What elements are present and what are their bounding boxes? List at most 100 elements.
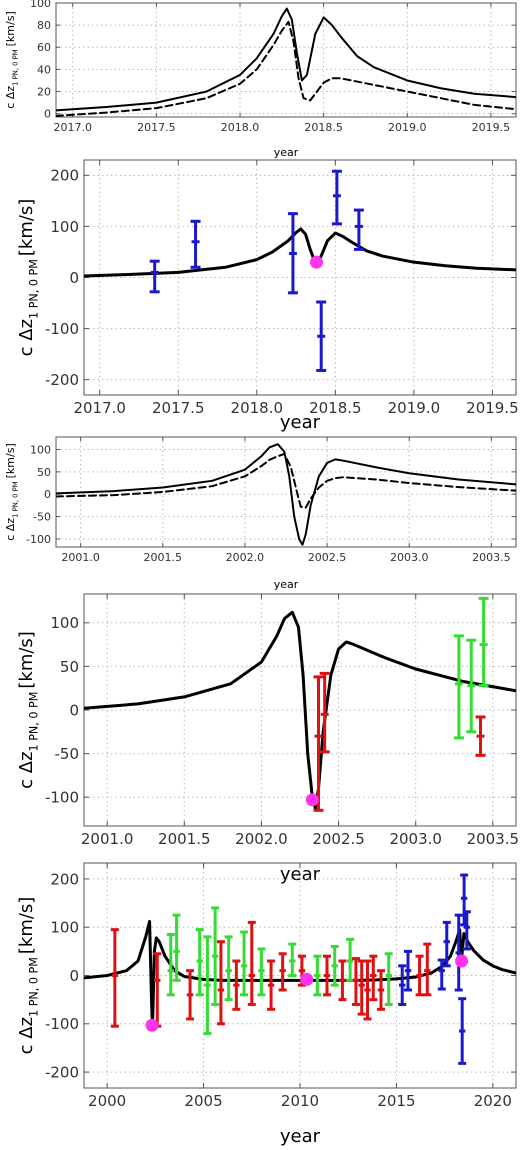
errorbar bbox=[211, 906, 220, 1006]
y-axis-label-unit: [km/s] bbox=[16, 199, 37, 256]
y-axis-label-unit: [km/s] bbox=[16, 897, 37, 954]
errorbar bbox=[475, 715, 486, 757]
y-tick-label: 20 bbox=[37, 86, 51, 99]
x-tick-label: 2010 bbox=[281, 1092, 319, 1110]
errorbar bbox=[442, 920, 451, 968]
y-tick-label: -100 bbox=[45, 789, 79, 807]
plot-area bbox=[84, 169, 516, 372]
x-tick-label: 2001.5 bbox=[144, 551, 183, 564]
y-tick-label: -100 bbox=[26, 533, 51, 546]
x-axis-label: year bbox=[280, 412, 321, 433]
x-axis-label: year bbox=[280, 864, 321, 885]
errorbar bbox=[216, 940, 225, 1026]
y-tick-label: 200 bbox=[50, 167, 79, 185]
data-point bbox=[305, 793, 319, 807]
y-axis-label-main: c Δz bbox=[16, 751, 37, 788]
x-tick-label: 2019.0 bbox=[388, 121, 427, 134]
errorbar bbox=[316, 300, 327, 372]
x-tick-label: 2018.0 bbox=[231, 399, 284, 417]
errorbar bbox=[415, 954, 424, 997]
y-axis-label-subscript: 1 PN, 0 PM bbox=[11, 49, 19, 86]
errorbar bbox=[110, 928, 119, 1028]
chart-panel-2: 2017.0 2017.5 2018.0 2018.5 2019.0 2019.5 -200… bbox=[16, 159, 519, 433]
errorbar bbox=[462, 910, 471, 951]
x-tick-label: 2017.5 bbox=[137, 121, 176, 134]
data-point bbox=[455, 954, 469, 968]
plot-frame bbox=[55, 2, 517, 118]
x-tick-label: 2019.0 bbox=[388, 399, 441, 417]
x-tick-label: 2018.5 bbox=[309, 399, 362, 417]
y-tick-label: 80 bbox=[37, 19, 51, 32]
y-tick-label: 0 bbox=[69, 967, 79, 985]
errorbar bbox=[224, 935, 233, 1002]
y-axis-label-main: c Δz bbox=[16, 1017, 37, 1054]
x-tick-label: 2000 bbox=[88, 1092, 126, 1110]
errorbar bbox=[423, 942, 432, 997]
x-tick-label: 2001.0 bbox=[61, 551, 100, 564]
y-axis-label-subscript: 1 PN, 0 PM bbox=[27, 957, 40, 1017]
errorbar bbox=[398, 964, 407, 1006]
errorbar bbox=[357, 959, 366, 1016]
y-tick-label: -200 bbox=[45, 1063, 79, 1081]
x-tick-label: 2003.0 bbox=[389, 830, 442, 848]
y-tick-label: 40 bbox=[37, 63, 51, 76]
y-tick-label: 100 bbox=[30, 0, 51, 10]
series-line-solid bbox=[56, 443, 516, 546]
y-tick-label: 100 bbox=[50, 614, 79, 632]
errorbar bbox=[330, 945, 339, 987]
x-tick-label: 2001.0 bbox=[81, 830, 134, 848]
data-point bbox=[309, 255, 323, 269]
x-tick-label: 2003.0 bbox=[390, 551, 429, 564]
x-tick-label: 2020 bbox=[474, 1092, 512, 1110]
x-tick-label: 2003.5 bbox=[472, 551, 511, 564]
errorbar bbox=[437, 958, 446, 991]
y-axis-label: c Δz1 PN, 0 PM [km/s] bbox=[16, 199, 40, 357]
x-tick-label: 2019.5 bbox=[466, 399, 519, 417]
errorbar bbox=[338, 959, 347, 1002]
y-tick-label: 0 bbox=[44, 108, 51, 121]
errorbar bbox=[186, 969, 195, 1021]
x-tick-label: 2017.0 bbox=[73, 399, 126, 417]
y-axis-label-subscript: 1 PN, 0 PM bbox=[27, 259, 40, 319]
errorbar bbox=[190, 219, 201, 269]
plot-area bbox=[84, 596, 516, 812]
plot-area bbox=[56, 7, 516, 117]
errorbar bbox=[166, 932, 175, 997]
series-line-dashed bbox=[56, 452, 516, 509]
y-tick-label: 50 bbox=[60, 658, 79, 676]
errorbar bbox=[172, 913, 181, 982]
x-tick-label: 2017.5 bbox=[152, 399, 205, 417]
errorbar bbox=[288, 942, 297, 977]
plot-area bbox=[56, 443, 516, 546]
x-tick-label: 2019.5 bbox=[472, 121, 511, 134]
x-axis-label: year bbox=[274, 578, 299, 591]
y-axis-label: c Δz1 PN, 0 PM [km/s] bbox=[16, 631, 40, 789]
series-line-dashed bbox=[56, 20, 516, 117]
errorbar bbox=[313, 675, 324, 812]
y-axis-label-subscript: 1 PN, 0 PM bbox=[27, 692, 40, 752]
y-tick-label: 0 bbox=[69, 269, 79, 287]
errorbar bbox=[478, 596, 489, 688]
chart-panel-3: 2001.0 2001.5 2002.0 2002.5 2003.0 2003.5 -100… bbox=[4, 436, 517, 591]
y-axis-label-main: c Δz bbox=[4, 86, 17, 109]
errorbar bbox=[454, 913, 463, 992]
y-tick-label: 0 bbox=[69, 701, 79, 719]
errorbar bbox=[319, 671, 330, 754]
plot-area bbox=[84, 873, 516, 1065]
x-axis-label: year bbox=[274, 146, 299, 159]
errorbar bbox=[331, 169, 342, 226]
x-tick-label: 2018.5 bbox=[304, 121, 343, 134]
errorbar bbox=[278, 952, 287, 992]
errorbar bbox=[404, 949, 412, 992]
y-tick-label: 0 bbox=[44, 488, 51, 501]
x-tick-label: 2018.0 bbox=[221, 121, 260, 134]
x-tick-label: 2002.0 bbox=[235, 830, 288, 848]
y-axis-label-unit: [km/s] bbox=[16, 631, 37, 688]
errorbar bbox=[323, 954, 331, 997]
errorbar bbox=[195, 928, 204, 997]
y-tick-label: -100 bbox=[45, 320, 79, 338]
y-tick-label: 50 bbox=[37, 466, 51, 479]
chart-panel-1: 2017.0 2017.5 2018.0 2018.5 2019.0 2019.5 0 20 4… bbox=[4, 0, 517, 159]
x-tick-label: 2005 bbox=[184, 1092, 222, 1110]
